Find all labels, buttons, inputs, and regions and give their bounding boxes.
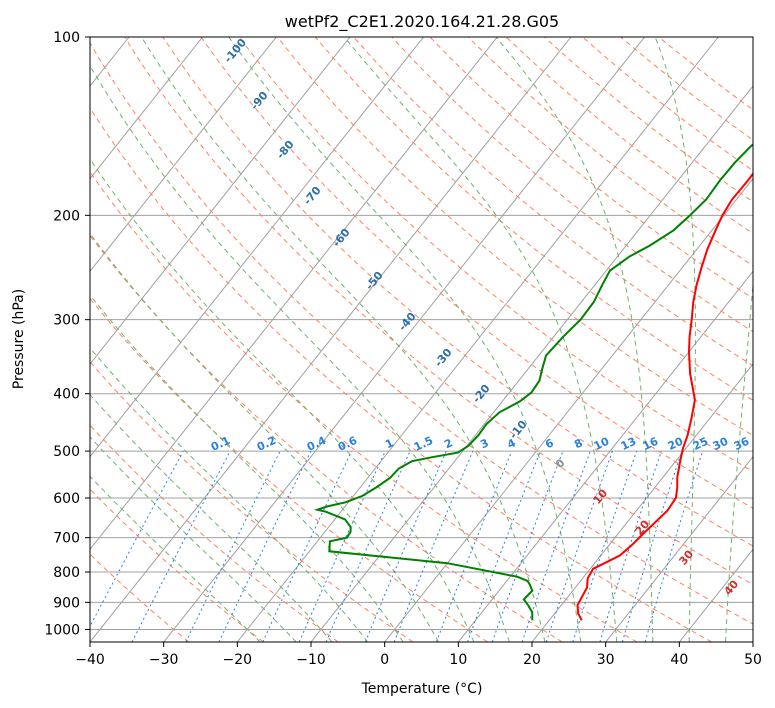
isotherm-line	[90, 37, 424, 458]
dry-adiabat-line	[162, 37, 753, 547]
mixing-ratio-line	[185, 450, 281, 642]
moist-adiabat-line	[90, 64, 510, 642]
mixing-ratio-line	[644, 450, 704, 642]
dry-adiabat-line	[276, 37, 753, 437]
dry-adiabat-line	[90, 424, 339, 642]
mixing-ratio-label: 13	[619, 435, 638, 453]
mixing-ratio-label: 20	[666, 435, 686, 453]
x-axis: −40 −30 −20 −10 0 10 20 30 40 50	[75, 642, 762, 668]
mixing-ratio-label: 16	[641, 435, 661, 453]
dry-adiabat-line	[391, 37, 753, 333]
profile-lines	[313, 143, 753, 621]
y-tick-label: 800	[53, 565, 80, 581]
plot-background	[90, 37, 753, 642]
moist-adiabat-line	[495, 37, 654, 642]
mixing-ratio-line	[572, 450, 638, 642]
y-tick-label: 100	[53, 30, 80, 46]
isotherm-line	[0, 37, 55, 642]
x-tick-label: −40	[75, 652, 105, 668]
moist-adiabat-line	[90, 232, 439, 642]
temperature-profile	[576, 172, 753, 621]
isotherm-line	[236, 37, 719, 642]
mixing-ratio-line	[393, 450, 474, 642]
dewpoint-profile	[313, 143, 753, 621]
dry-adiabat-line	[90, 41, 753, 625]
mixing-ratio-line	[218, 450, 312, 642]
y-axis-label: Pressure (hPa)	[11, 289, 27, 389]
moist-adiabat-line	[90, 347, 369, 642]
y-tick-label: 900	[53, 595, 80, 611]
mixing-ratio-label: 30	[711, 435, 731, 453]
x-tick-label: −30	[149, 652, 179, 668]
dry-adiabat-line	[90, 171, 638, 642]
dry-adiabat-line	[90, 297, 488, 642]
mixing-ratio-line	[435, 450, 513, 642]
chart-title: wetPf2_C2E1.2020.164.21.28.G05	[285, 12, 559, 32]
x-tick-label: −10	[296, 652, 326, 668]
isotherm-line	[90, 37, 498, 551]
mixing-ratio-line	[90, 450, 184, 628]
isotherm-line	[90, 37, 203, 180]
plot-frame	[89, 36, 754, 643]
x-tick-label: 30	[597, 652, 615, 668]
x-tick-label: 20	[523, 652, 541, 668]
x-tick-label: 10	[449, 652, 467, 668]
dry-adiabat-line	[90, 107, 712, 642]
y-tick-label: 700	[53, 531, 80, 547]
y-tick-label: 600	[53, 491, 80, 507]
isotherm-line	[531, 363, 753, 642]
mixing-ratio-line	[262, 450, 353, 642]
mixing-ratio-line	[467, 450, 541, 642]
x-tick-label: 50	[744, 652, 762, 668]
dry-adiabat-line	[200, 37, 753, 509]
x-tick-label: 0	[380, 652, 389, 668]
x-tick-label: 40	[670, 652, 688, 668]
x-axis-label: Temperature (°C)	[361, 681, 483, 697]
isotherm-line	[384, 177, 753, 642]
moist-adiabat-line	[343, 37, 618, 642]
mixing-ratio-label: 36	[732, 435, 752, 453]
y-tick-label: 500	[53, 444, 80, 460]
isotherm-line	[90, 37, 572, 642]
x-tick-label: −20	[223, 652, 253, 668]
mixing-ratio-line	[599, 450, 662, 642]
mixing-ratio-line	[325, 450, 411, 642]
dry-adiabat-line	[90, 488, 264, 642]
isotherm-line	[90, 37, 277, 273]
mixing-ratio-label: 10	[592, 435, 612, 453]
dry-adiabat-line	[90, 360, 414, 642]
mixing-ratio-line	[364, 450, 447, 642]
dry-adiabat-line	[90, 234, 563, 642]
isotherm-line	[457, 270, 753, 642]
y-tick-label: 300	[53, 313, 80, 329]
moist-adiabat-line	[141, 37, 546, 642]
y-axis: 1000 900 800 700 600 500 400 300 200 100	[44, 30, 90, 638]
mixing-ratio-line	[545, 450, 613, 642]
y-tick-label: 200	[53, 208, 80, 224]
mixing-ratio-line	[131, 450, 231, 642]
mixing-ratio-line	[521, 450, 591, 642]
moist-adiabat-line	[90, 393, 333, 642]
background-lines	[0, 37, 753, 642]
isotherm-line	[752, 641, 753, 642]
mixing-ratio-label: 25	[691, 435, 710, 453]
moist-adiabat-line	[654, 37, 696, 642]
mixing-ratio-line	[621, 450, 683, 642]
isotherm-line	[163, 37, 645, 642]
isotherm-line	[605, 455, 753, 642]
dry-adiabat-line	[90, 553, 190, 642]
moist-adiabat-line	[725, 279, 753, 642]
moist-adiabat-line	[90, 158, 475, 642]
isotherm-line	[90, 37, 351, 365]
y-tick-label: 1000	[44, 622, 80, 638]
y-tick-label: 400	[53, 387, 80, 403]
